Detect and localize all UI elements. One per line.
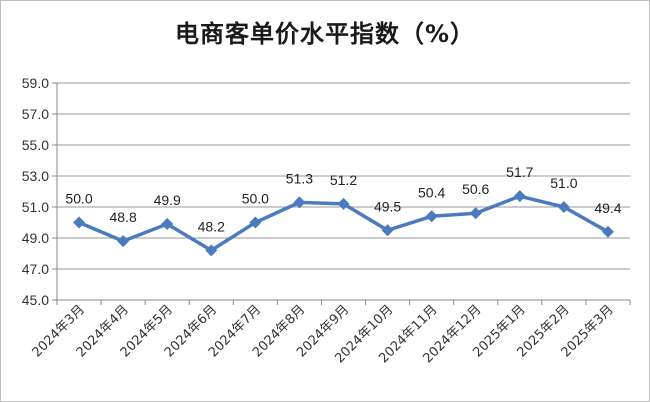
data-label: 50.4 [418, 184, 445, 200]
data-label: 50.6 [462, 181, 489, 197]
y-tick-label: 55.0 [22, 137, 49, 153]
data-label: 51.3 [286, 170, 313, 186]
y-tick-label: 53.0 [22, 168, 49, 184]
data-point [293, 196, 306, 209]
data-label: 51.2 [330, 172, 357, 188]
y-tick-label: 45.0 [22, 292, 49, 308]
data-point [73, 216, 86, 229]
data-label: 48.2 [198, 218, 225, 234]
data-point [249, 216, 262, 229]
data-point [161, 218, 174, 231]
data-point [205, 244, 218, 257]
data-label: 51.0 [550, 175, 577, 191]
data-point [557, 201, 570, 213]
data-point [117, 235, 130, 248]
y-tick-label: 49.0 [22, 230, 49, 246]
data-label: 49.9 [154, 192, 181, 208]
data-point [469, 207, 482, 220]
data-point [425, 210, 438, 223]
data-label: 48.8 [109, 209, 136, 225]
y-tick-label: 51.0 [22, 199, 49, 215]
data-point [601, 225, 614, 238]
y-tick-label: 57.0 [22, 106, 49, 122]
data-label: 50.0 [242, 191, 269, 207]
y-tick-label: 47.0 [22, 261, 49, 277]
data-label: 49.5 [374, 198, 401, 214]
data-label: 51.7 [506, 164, 533, 180]
y-tick-label: 59.0 [22, 75, 49, 91]
chart-title: 电商客单价水平指数（%） [174, 20, 476, 48]
data-label: 49.4 [594, 200, 621, 216]
data-point [513, 190, 526, 203]
data-label: 50.0 [65, 191, 92, 207]
data-point [381, 224, 394, 237]
data-point [337, 197, 350, 210]
